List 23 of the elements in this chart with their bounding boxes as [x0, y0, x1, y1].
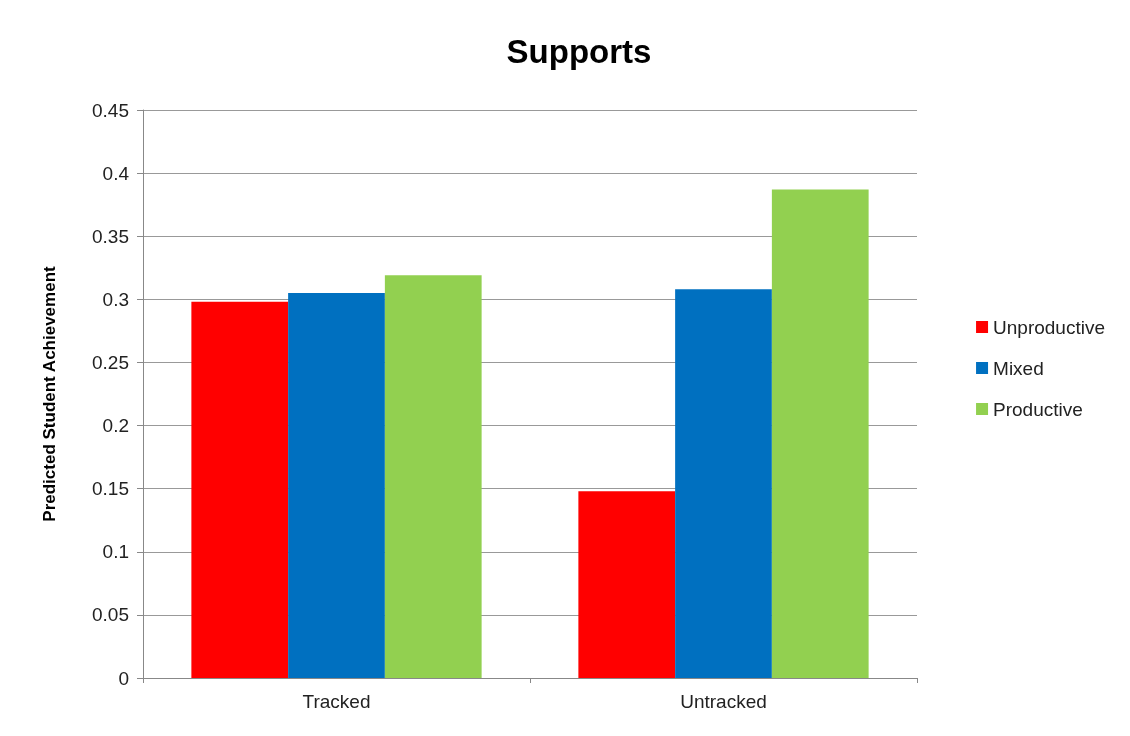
legend-label: Unproductive — [993, 316, 1105, 338]
y-tick-label: 0.1 — [102, 541, 129, 563]
y-tick-label: 0.25 — [92, 351, 129, 373]
bar — [384, 275, 482, 678]
y-tick-label: 0 — [118, 667, 129, 689]
y-tick-label: 0.4 — [102, 162, 130, 184]
y-tick-label: 0.2 — [102, 415, 129, 437]
legend-label: Productive — [993, 398, 1083, 420]
y-tick-label: 0.45 — [92, 99, 129, 121]
bar — [675, 289, 772, 678]
y-axis-title: Predicted Student Achievement — [40, 265, 59, 522]
legend-label: Mixed — [993, 357, 1044, 379]
y-tick-label: 0.3 — [102, 288, 129, 310]
y-tick-label: 0.35 — [92, 225, 129, 247]
y-tick-label: 0.05 — [92, 604, 129, 626]
x-tick-label: Untracked — [680, 691, 767, 712]
chart-title: Supports — [506, 33, 652, 70]
bar — [578, 491, 676, 678]
x-tick-label: Tracked — [302, 691, 371, 712]
bar — [191, 301, 289, 678]
y-tick-label: 0.15 — [92, 478, 129, 500]
bar — [771, 189, 869, 678]
bar — [288, 293, 385, 678]
